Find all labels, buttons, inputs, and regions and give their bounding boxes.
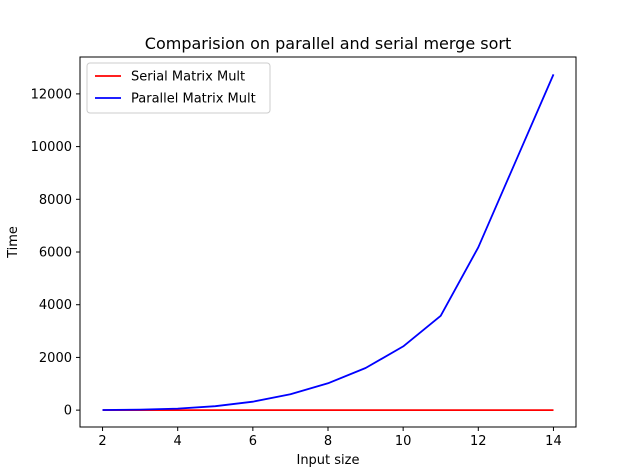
x-tick-label: 2 xyxy=(98,434,106,449)
legend: Serial Matrix Mult Parallel Matrix Mult xyxy=(86,62,271,114)
y-tick-label: 4000 xyxy=(39,298,72,313)
y-tick-label: 0 xyxy=(64,404,72,419)
chart-title: Comparision on parallel and serial merge… xyxy=(145,34,511,53)
legend-label: Parallel Matrix Mult xyxy=(131,92,256,107)
y-tick-label: 6000 xyxy=(39,246,72,261)
x-tick-label: 12 xyxy=(470,434,487,449)
x-tick-label: 10 xyxy=(395,434,412,449)
axis-ticks: 2 4 6 8 10 12 14 0 2000 4000 6000 8000 10000 12000 xyxy=(31,87,562,449)
x-axis-label: Input size xyxy=(296,453,359,468)
plot-area xyxy=(102,74,555,412)
y-tick-label: 2000 xyxy=(39,351,72,366)
x-tick-label: 6 xyxy=(249,434,257,449)
y-tick-label: 12000 xyxy=(31,87,72,102)
legend-box xyxy=(86,62,271,114)
legend-label: Serial Matrix Mult xyxy=(131,70,245,85)
y-axis-label: Time xyxy=(6,226,21,259)
y-tick-label: 10000 xyxy=(31,140,72,155)
x-tick-label: 4 xyxy=(174,434,182,449)
series-line-parallel xyxy=(102,74,555,411)
x-tick-label: 14 xyxy=(545,434,562,449)
x-tick-label: 8 xyxy=(324,434,332,449)
y-tick-label: 8000 xyxy=(39,193,72,208)
